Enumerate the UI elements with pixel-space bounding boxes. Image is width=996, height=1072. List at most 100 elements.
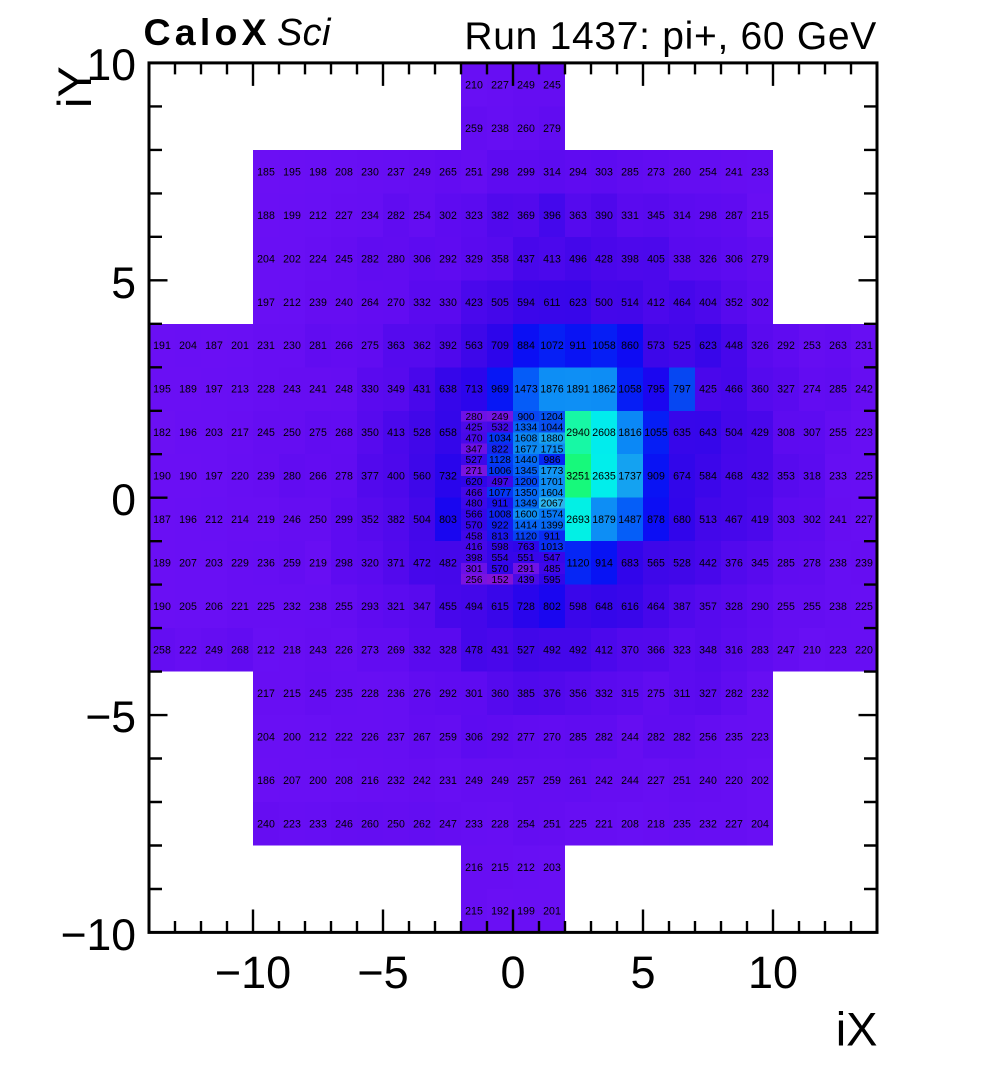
svg-text:532: 532 <box>492 423 509 434</box>
svg-text:225: 225 <box>257 601 275 613</box>
svg-text:246: 246 <box>283 514 301 526</box>
svg-text:245: 245 <box>309 688 327 700</box>
svg-text:275: 275 <box>361 340 379 352</box>
svg-text:200: 200 <box>309 775 327 787</box>
svg-text:250: 250 <box>283 427 301 439</box>
svg-text:268: 268 <box>335 427 353 439</box>
svg-text:802: 802 <box>543 601 561 613</box>
svg-text:218: 218 <box>283 645 301 657</box>
svg-text:233: 233 <box>751 166 769 178</box>
svg-text:813: 813 <box>492 531 509 542</box>
svg-text:187: 187 <box>153 514 171 526</box>
svg-text:208: 208 <box>621 819 639 831</box>
svg-text:732: 732 <box>439 471 457 483</box>
svg-text:231: 231 <box>855 340 873 352</box>
svg-text:470: 470 <box>466 434 483 445</box>
svg-text:2067: 2067 <box>541 499 564 510</box>
svg-text:225: 225 <box>855 601 873 613</box>
svg-text:185: 185 <box>257 166 275 178</box>
svg-text:1200: 1200 <box>515 477 538 488</box>
svg-text:1072: 1072 <box>540 340 564 352</box>
svg-text:197: 197 <box>205 384 223 396</box>
svg-text:683: 683 <box>621 558 639 570</box>
svg-text:307: 307 <box>803 427 821 439</box>
svg-text:709: 709 <box>491 340 509 352</box>
svg-text:251: 251 <box>465 166 483 178</box>
svg-text:514: 514 <box>621 297 639 309</box>
svg-text:226: 226 <box>335 645 353 657</box>
svg-text:400: 400 <box>387 471 405 483</box>
svg-text:249: 249 <box>491 775 509 787</box>
svg-text:492: 492 <box>569 645 587 657</box>
svg-text:251: 251 <box>543 819 561 831</box>
svg-text:233: 233 <box>309 819 327 831</box>
svg-text:191: 191 <box>153 340 171 352</box>
svg-text:327: 327 <box>777 384 795 396</box>
svg-text:458: 458 <box>466 531 483 542</box>
svg-text:204: 204 <box>751 819 769 831</box>
svg-text:282: 282 <box>387 210 405 222</box>
svg-text:1120: 1120 <box>515 531 537 542</box>
svg-text:513: 513 <box>699 514 717 526</box>
svg-text:210: 210 <box>803 645 821 657</box>
svg-text:1034: 1034 <box>489 434 512 445</box>
svg-text:2608: 2608 <box>592 427 616 439</box>
svg-text:253: 253 <box>803 340 821 352</box>
svg-text:419: 419 <box>751 514 769 526</box>
svg-text:428: 428 <box>595 253 613 265</box>
svg-text:425: 425 <box>466 423 483 434</box>
svg-text:352: 352 <box>361 514 379 526</box>
svg-text:496: 496 <box>569 253 587 265</box>
svg-text:214: 214 <box>231 514 249 526</box>
svg-text:259: 259 <box>283 558 301 570</box>
svg-text:280: 280 <box>387 253 405 265</box>
svg-text:1334: 1334 <box>515 423 538 434</box>
svg-text:565: 565 <box>647 558 665 570</box>
svg-text:392: 392 <box>439 340 457 352</box>
svg-text:472: 472 <box>413 558 431 570</box>
svg-text:266: 266 <box>335 340 353 352</box>
svg-text:363: 363 <box>387 340 405 352</box>
svg-text:230: 230 <box>361 166 379 178</box>
svg-text:504: 504 <box>725 427 743 439</box>
svg-text:223: 223 <box>855 427 873 439</box>
svg-text:220: 220 <box>855 645 873 657</box>
svg-text:922: 922 <box>492 520 509 531</box>
svg-text:1345: 1345 <box>515 466 538 477</box>
svg-text:623: 623 <box>569 297 587 309</box>
svg-text:382: 382 <box>491 210 509 222</box>
svg-text:152: 152 <box>492 575 509 586</box>
svg-text:282: 282 <box>647 732 665 744</box>
svg-text:244: 244 <box>621 732 639 744</box>
svg-text:236: 236 <box>257 558 275 570</box>
svg-text:250: 250 <box>309 514 327 526</box>
svg-text:228: 228 <box>257 384 275 396</box>
svg-text:280: 280 <box>466 412 483 423</box>
svg-text:348: 348 <box>699 645 717 657</box>
svg-text:219: 219 <box>257 514 275 526</box>
svg-text:2635: 2635 <box>592 471 616 483</box>
svg-text:273: 273 <box>361 645 379 657</box>
svg-text:347: 347 <box>466 444 483 455</box>
svg-text:264: 264 <box>361 297 379 309</box>
svg-text:326: 326 <box>751 340 769 352</box>
svg-text:277: 277 <box>517 732 535 744</box>
svg-text:658: 658 <box>439 427 457 439</box>
svg-text:570: 570 <box>466 520 483 531</box>
svg-text:259: 259 <box>439 732 457 744</box>
svg-text:795: 795 <box>647 384 665 396</box>
svg-text:240: 240 <box>335 297 353 309</box>
svg-text:216: 216 <box>361 775 379 787</box>
svg-text:219: 219 <box>309 558 327 570</box>
svg-text:306: 306 <box>465 732 483 744</box>
svg-text:314: 314 <box>673 210 691 222</box>
svg-text:1204: 1204 <box>541 412 564 423</box>
svg-text:212: 212 <box>205 514 223 526</box>
svg-text:10: 10 <box>748 947 798 998</box>
svg-text:204: 204 <box>257 732 275 744</box>
svg-text:311: 311 <box>674 688 691 700</box>
svg-text:431: 431 <box>413 384 431 396</box>
svg-text:302: 302 <box>751 297 769 309</box>
svg-text:275: 275 <box>309 427 327 439</box>
svg-text:405: 405 <box>647 253 665 265</box>
